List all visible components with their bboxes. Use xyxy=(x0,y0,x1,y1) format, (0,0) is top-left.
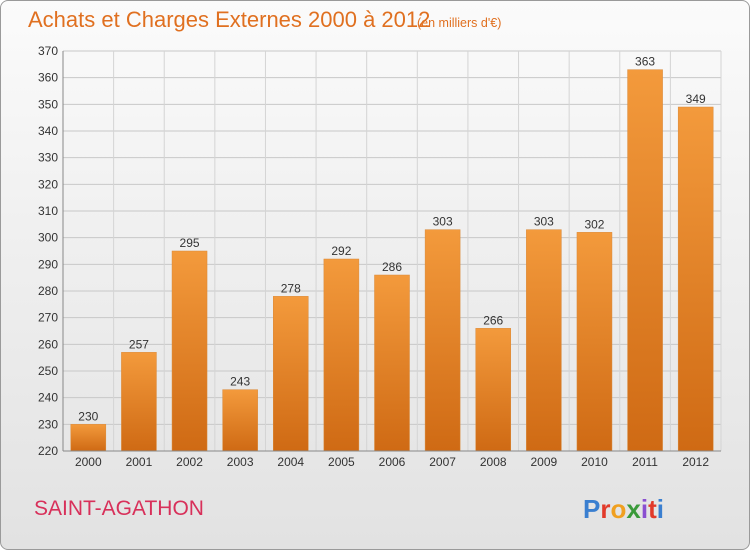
bar-2000 xyxy=(70,424,107,452)
data-label-2012: 349 xyxy=(686,92,706,106)
chart-subtitle: (en milliers d'€) xyxy=(417,16,501,30)
x-tick-label: 2006 xyxy=(379,455,406,469)
bar-2006 xyxy=(374,274,410,452)
bar-2011 xyxy=(627,69,663,452)
y-tick-label: 280 xyxy=(38,284,58,298)
axes: 220 230 240 250 260 270 280 290 300 310 320 330 340 3… xyxy=(38,44,721,469)
data-label-2004: 278 xyxy=(281,281,301,295)
bar-2005 xyxy=(323,258,360,452)
bar-2002 xyxy=(171,250,208,452)
bar-2003 xyxy=(222,389,258,452)
y-tick-label: 290 xyxy=(38,257,58,271)
commune-name: SAINT-AGATHON xyxy=(34,497,204,520)
x-tick-label: 2001 xyxy=(126,455,153,469)
data-label-2007: 303 xyxy=(433,215,453,229)
x-tick-label: 2009 xyxy=(530,455,557,469)
bar-2001 xyxy=(121,352,157,452)
data-label-2006: 286 xyxy=(382,260,402,274)
x-tick-label: 2000 xyxy=(75,455,102,469)
bar-2010 xyxy=(576,232,613,452)
y-tick-label: 310 xyxy=(38,204,58,218)
bars: 230 257 295 243 278 292 286 303 266 303 302 363 349 xyxy=(70,55,714,452)
data-label-2009: 303 xyxy=(534,215,554,229)
bar-2004 xyxy=(273,296,309,452)
y-tick-label: 230 xyxy=(38,417,58,431)
x-tick-label: 2003 xyxy=(227,455,254,469)
y-tick-label: 270 xyxy=(38,311,58,325)
bar-2012 xyxy=(677,106,714,452)
y-tick-label: 350 xyxy=(38,97,58,111)
data-label-2000: 230 xyxy=(78,409,98,423)
x-tick-label: 2004 xyxy=(277,455,304,469)
bar-2007 xyxy=(424,229,461,452)
x-tick-label: 2002 xyxy=(176,455,203,469)
data-label-2011: 363 xyxy=(635,55,655,69)
x-tick-label: 2012 xyxy=(682,455,709,469)
x-tick-label: 2007 xyxy=(429,455,456,469)
y-tick-label: 250 xyxy=(38,364,58,378)
y-tick-label: 220 xyxy=(38,444,58,458)
y-tick-label: 320 xyxy=(38,177,58,191)
y-tick-label: 260 xyxy=(38,337,58,351)
data-label-2003: 243 xyxy=(230,375,250,389)
chart-title: Achats et Charges Externes 2000 à 2012 xyxy=(28,7,430,32)
bar-2009 xyxy=(526,229,562,452)
x-tick-label: 2005 xyxy=(328,455,355,469)
data-label-2002: 295 xyxy=(180,236,200,250)
y-tick-label: 300 xyxy=(38,231,58,245)
x-tick-label: 2010 xyxy=(581,455,608,469)
data-label-2008: 266 xyxy=(483,313,503,327)
y-tick-label: 360 xyxy=(38,71,58,85)
proxiti-logo: Proxiti xyxy=(583,494,664,524)
bar-2008 xyxy=(475,328,511,452)
y-tick-label: 370 xyxy=(38,44,58,58)
x-tick-label: 2008 xyxy=(480,455,507,469)
x-tick-label: 2011 xyxy=(632,455,658,469)
data-label-2010: 302 xyxy=(584,217,604,231)
y-tick-label: 330 xyxy=(38,151,58,165)
y-tick-label: 340 xyxy=(38,124,58,138)
data-label-2001: 257 xyxy=(129,337,149,351)
data-label-2005: 292 xyxy=(331,244,351,258)
y-tick-label: 240 xyxy=(38,391,58,405)
